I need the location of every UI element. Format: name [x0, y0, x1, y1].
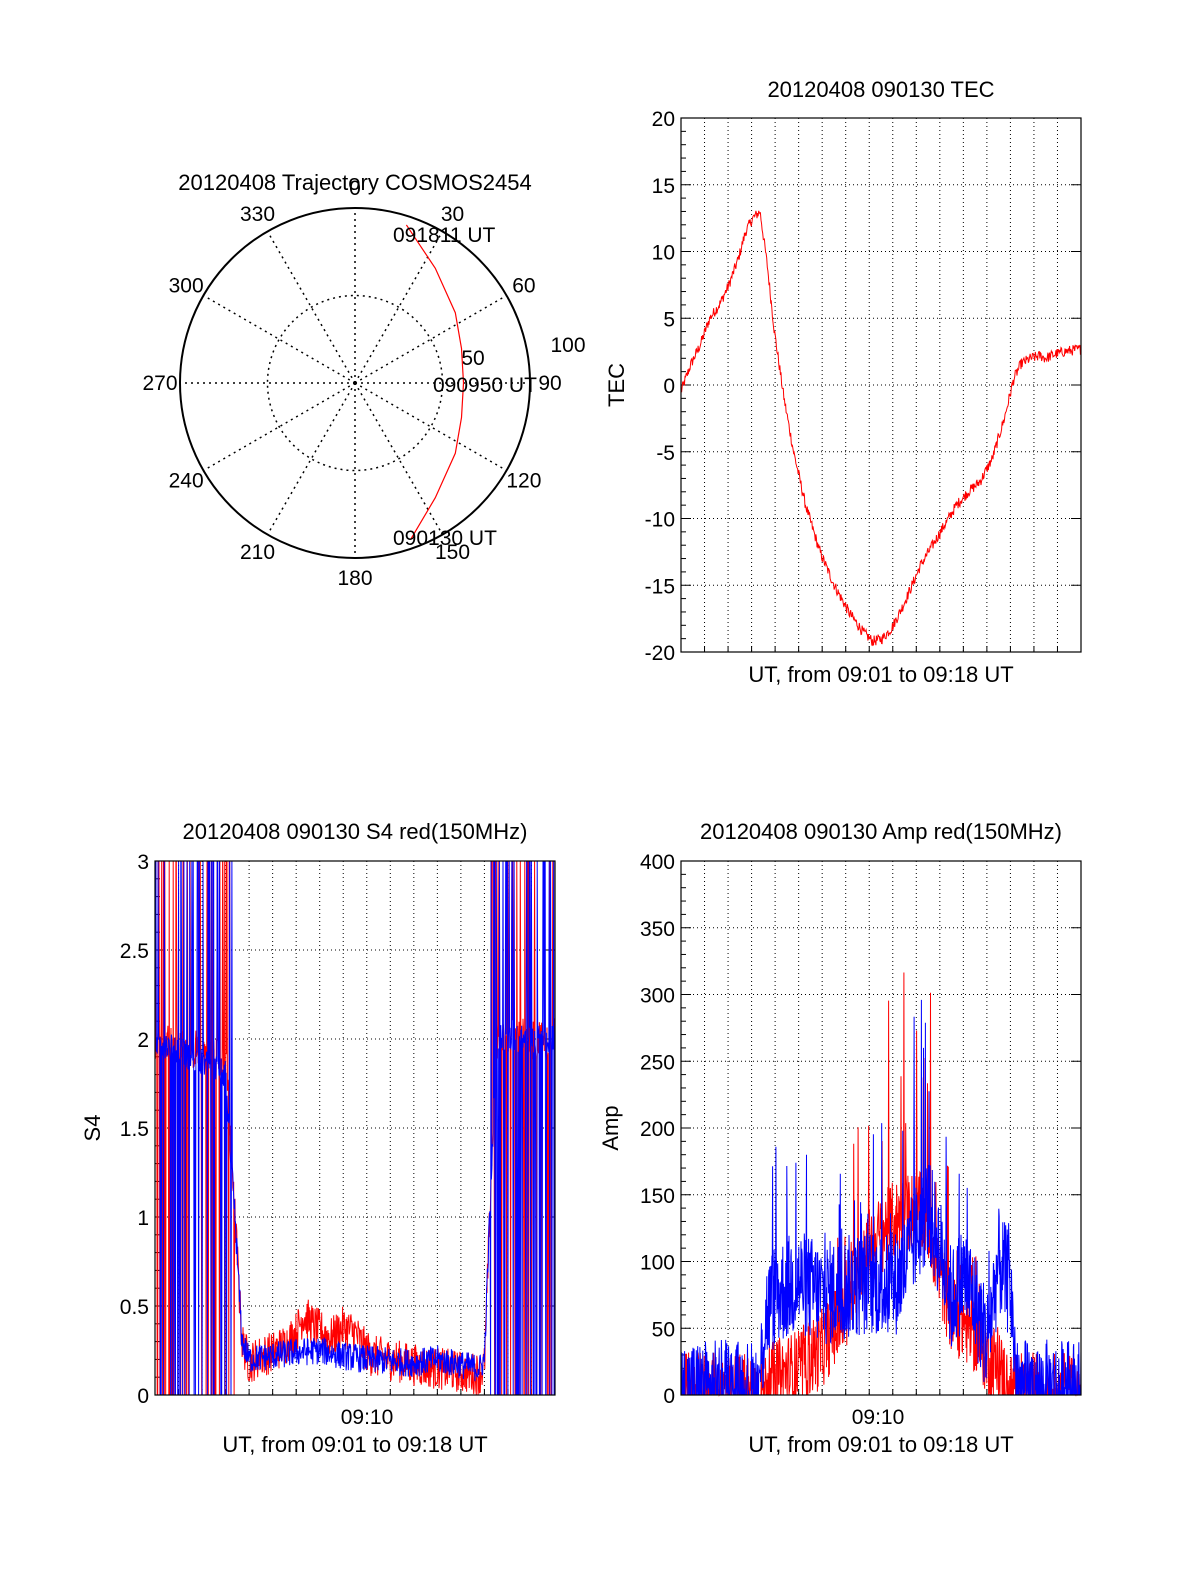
s4-title: 20120408 090130 S4 red(150MHz) [183, 819, 528, 844]
polar-trajectory-panel: 20120408 Trajectory COSMOS2454 0 30 60 90 12… [142, 170, 585, 590]
polar-azimuth-label-0: 0 [349, 177, 361, 200]
amp-y-tick-label: 400 [640, 851, 675, 874]
tec-grid [681, 117, 1081, 653]
s4-y-tick-label: 2.5 [120, 940, 149, 963]
s4-y-tick-labels: 3 2.5 2 1.5 1 0.5 0 [120, 851, 149, 1408]
polar-inner-ring [266, 294, 444, 472]
polar-azimuth-label-120: 120 [506, 470, 541, 493]
s4-y-tick-label: 0.5 [120, 1296, 149, 1319]
amp-x-axis-label: UT, from 09:01 to 09:18 UT [748, 1432, 1013, 1457]
polar-azimuth-label-150: 150 [435, 541, 470, 564]
s4-y-tick-label: 3 [137, 851, 149, 874]
amp-y-tick-label: 350 [640, 918, 675, 941]
polar-mid-time-label: 090950 UT [433, 374, 537, 397]
s4-y-axis-label: S4 [80, 1115, 105, 1142]
polar-spoke-240 [203, 382, 356, 472]
s4-panel: 20120408 090130 S4 red(150MHz) 3 2.5 2 1.5 1… [80, 819, 556, 1457]
polar-end-time-label: 091811 UT [393, 224, 496, 247]
amp-blue-series-line [680, 999, 1082, 1396]
amp-y-tick-label: 200 [640, 1118, 675, 1141]
polar-azimuth-label-210: 210 [240, 541, 275, 564]
tec-y-tick-label: 5 [663, 308, 675, 331]
tec-y-tick-label: -10 [645, 509, 675, 532]
amp-y-tick-label: 150 [640, 1185, 675, 1208]
amp-y-tick-label: 50 [652, 1318, 675, 1341]
tec-panel: 20120408 090130 TEC 20151050-5-10-15-20 … [604, 77, 1082, 687]
amp-grid [681, 860, 1081, 1396]
tec-y-tick-label: -20 [645, 642, 675, 665]
tec-y-tick-label: 15 [652, 175, 675, 198]
tec-y-tick-label: 0 [663, 375, 675, 398]
amp-y-tick-label: 100 [640, 1252, 675, 1275]
tec-y-tick-label: 20 [652, 108, 675, 131]
amp-plot-frame [680, 860, 1082, 1396]
s4-x-axis-label: UT, from 09:01 to 09:18 UT [222, 1432, 487, 1457]
tec-y-tick-label: -15 [645, 575, 675, 598]
polar-azimuth-label-30: 30 [441, 203, 464, 226]
polar-spoke-330 [266, 231, 356, 384]
polar-azimuth-label-330: 330 [240, 203, 275, 226]
amp-y-axis-label: Amp [598, 1105, 623, 1150]
polar-azimuth-label-180: 180 [337, 567, 372, 590]
polar-azimuth-label-90: 90 [538, 372, 561, 395]
amp-x-tick-label: 09:10 [852, 1406, 905, 1429]
amp-panel: 20120408 090130 Amp red(150MHz) 400 350 30… [598, 819, 1082, 1457]
amp-y-tick-label: 0 [663, 1385, 675, 1408]
polar-spoke-120 [354, 382, 507, 472]
s4-y-tick-label: 1.5 [120, 1118, 149, 1141]
s4-y-tick-label: 1 [137, 1207, 149, 1230]
amp-y-tick-label: 250 [640, 1051, 675, 1074]
s4-y-tick-label: 0 [137, 1385, 149, 1408]
tec-y-tick-label: -5 [656, 442, 675, 465]
s4-x-tick-label: 09:10 [341, 1406, 394, 1429]
polar-spoke-300 [203, 294, 356, 384]
amp-title: 20120408 090130 Amp red(150MHz) [700, 819, 1062, 844]
polar-start-time-label: 090130 UT [393, 527, 497, 550]
polar-azimuth-label-240: 240 [169, 470, 204, 493]
tec-y-axis-label: TEC [604, 363, 629, 407]
tec-y-tick-labels: 20 15 10 5 0 -5 -10 -15 -20 [645, 108, 675, 665]
tec-y-tick-label: 10 [652, 242, 675, 265]
polar-azimuth-label-270: 270 [142, 372, 177, 395]
polar-azimuth-label-60: 60 [512, 275, 535, 298]
amp-red-series-line [680, 972, 1082, 1397]
tec-plot-frame [680, 117, 1082, 653]
s4-y-tick-label: 2 [137, 1029, 149, 1052]
polar-trajectory-line [405, 224, 465, 541]
polar-azimuth-label-300: 300 [169, 275, 204, 298]
polar-title: 20120408 Trajectory COSMOS2454 [178, 170, 531, 195]
s4-plot-frame [154, 860, 556, 1396]
polar-spoke-60 [354, 294, 507, 384]
amp-y-tick-label: 300 [640, 985, 675, 1008]
polar-azimuth-labels: 0 30 60 90 120 150 180 210 240 270 300 330 [142, 177, 561, 590]
amp-y-tick-labels: 400 350 300 250 200 150 100 50 0 [640, 851, 675, 1408]
polar-radial-label-100: 100 [550, 334, 585, 357]
tec-x-axis-label: UT, from 09:01 to 09:18 UT [748, 662, 1013, 687]
tec-title: 20120408 090130 TEC [767, 77, 994, 102]
tec-series-line [680, 210, 1081, 647]
polar-radial-label-50: 50 [461, 347, 484, 370]
polar-spoke-210 [266, 382, 356, 535]
